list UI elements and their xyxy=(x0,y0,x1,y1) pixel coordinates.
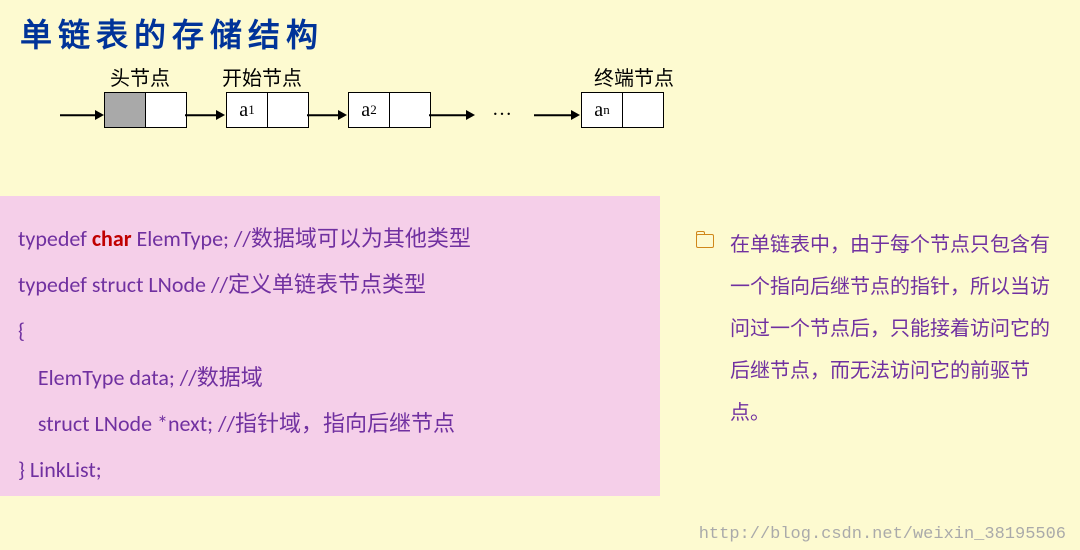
head-data-cell xyxy=(104,92,146,128)
arrow-3 xyxy=(429,110,475,120)
a1-ptr-cell xyxy=(267,92,309,128)
head-ptr-cell xyxy=(145,92,187,128)
arrow-start xyxy=(60,110,104,120)
code-line-6: } LinkList; xyxy=(18,447,642,493)
code-line-3: { xyxy=(18,308,642,354)
note-text: 在单链表中，由于每个节点只包含有一个指向后继节点的指针，所以当访问过一个节点后，… xyxy=(730,234,1050,424)
arrow-1 xyxy=(185,110,225,120)
page-title: 单链表的存储结构 xyxy=(0,0,1080,56)
code-line-1: typedef char ElemType; //数据域可以为其他类型 xyxy=(18,216,642,262)
ellipsis: … xyxy=(492,98,512,121)
code-line-2: typedef struct LNode //定义单链表节点类型 xyxy=(18,262,642,308)
watermark: http://blog.csdn.net/weixin_38195506 xyxy=(699,525,1066,544)
label-head: 头节点 xyxy=(110,62,170,91)
code-line-4: ElemType data; //数据域 xyxy=(18,355,642,401)
an-data-cell: an xyxy=(581,92,623,128)
node-an: an xyxy=(581,92,664,128)
a2-data-cell: a2 xyxy=(348,92,390,128)
a1-data-cell: a1 xyxy=(226,92,268,128)
arrow-4 xyxy=(534,110,580,120)
label-start: 开始节点 xyxy=(222,62,302,91)
a2-ptr-cell xyxy=(389,92,431,128)
keyword-char: char xyxy=(92,225,132,252)
code-block: typedef char ElemType; //数据域可以为其他类型 type… xyxy=(0,196,660,496)
node-a2: a2 xyxy=(348,92,431,128)
note-item: 在单链表中，由于每个节点只包含有一个指向后继节点的指针，所以当访问过一个节点后，… xyxy=(730,224,1060,434)
folder-icon xyxy=(696,234,714,248)
linked-list-diagram: 头节点 开始节点 终端节点 a1 a2 … an xyxy=(50,56,770,171)
node-a1: a1 xyxy=(226,92,309,128)
node-head xyxy=(104,92,187,128)
an-ptr-cell xyxy=(622,92,664,128)
code-line-5: struct LNode *next; //指针域，指向后继节点 xyxy=(18,401,642,447)
side-note: 在单链表中，由于每个节点只包含有一个指向后继节点的指针，所以当访问过一个节点后，… xyxy=(730,224,1060,434)
arrow-2 xyxy=(307,110,347,120)
label-end: 终端节点 xyxy=(594,62,674,91)
